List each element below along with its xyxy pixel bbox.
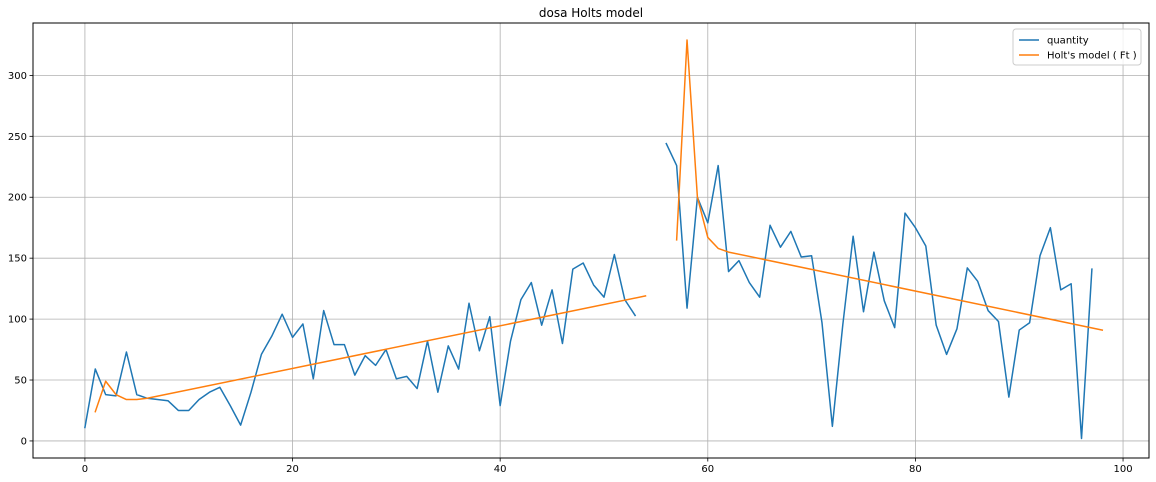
x-tick-label: 100 (1113, 464, 1132, 475)
legend-box (1012, 28, 1142, 66)
series-layer (84, 39, 1104, 440)
series-line-1-segment-1 (675, 39, 1104, 331)
x-tick-label: 80 (909, 464, 922, 475)
series-line-0-segment-0 (84, 253, 637, 429)
x-tick-label: 0 (82, 464, 88, 475)
y-tick-label: 250 (8, 132, 27, 143)
y-tick-label: 150 (8, 254, 27, 265)
x-tick-label: 40 (494, 464, 507, 475)
grid-lines (33, 23, 1149, 458)
x-tick-label: 20 (286, 464, 299, 475)
x-tick-label: 60 (701, 464, 714, 475)
plot-frame (32, 22, 1150, 459)
y-tick-label: 0 (21, 436, 27, 447)
legend-label: quantity (1047, 36, 1089, 47)
y-tick-label: 300 (8, 71, 27, 82)
axis-ticks: 0 20 40 60 80 100 0 50 100 150 200 250 300 (8, 71, 1133, 475)
y-tick-label: 200 (8, 193, 27, 204)
legend: quantity Holt's model ( Ft ) (1012, 28, 1142, 66)
chart-title: dosa Holts model (539, 6, 643, 20)
series-line-0-segment-1 (665, 142, 1093, 440)
y-tick-label: 100 (8, 315, 27, 326)
y-tick-label: 50 (14, 376, 27, 387)
series-line-1-segment-0 (94, 295, 647, 413)
legend-label: Holt's model ( Ft ) (1047, 51, 1137, 62)
